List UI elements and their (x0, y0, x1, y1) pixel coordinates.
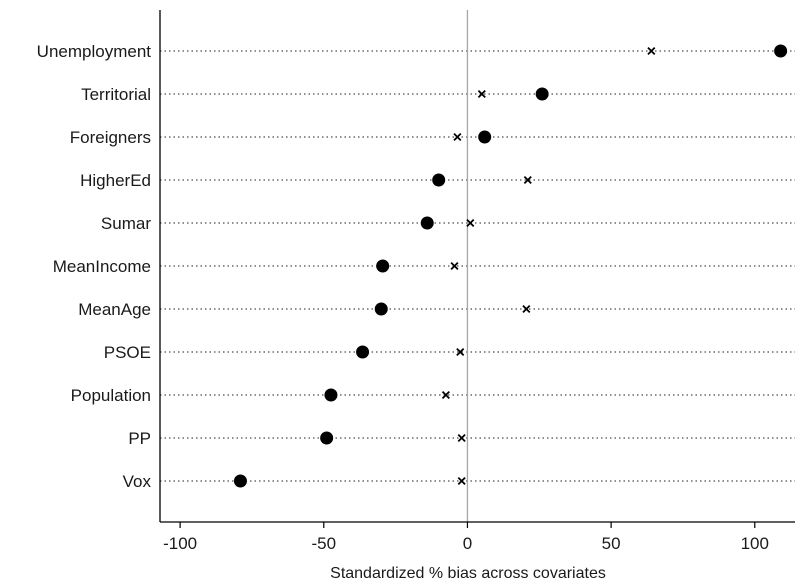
x-marker (457, 476, 466, 486)
circle-marker (356, 345, 370, 359)
x-marker (477, 89, 486, 99)
x-marker (456, 347, 465, 357)
circle-marker (233, 474, 247, 488)
category-label: Population (71, 386, 151, 405)
x-marker (457, 433, 466, 443)
x-marker (453, 132, 462, 142)
category-label: Sumar (101, 214, 151, 233)
x-ticks: -100 -50 0 50 100 (163, 522, 769, 553)
circle-marker (324, 388, 338, 402)
category-label: Vox (123, 472, 152, 491)
x-tick-label: -50 (311, 534, 336, 553)
category-label: PP (128, 429, 151, 448)
x-tick-label: 0 (463, 534, 472, 553)
x-axis-title: Standardized % bias across covariates (330, 565, 606, 580)
category-label: MeanAge (78, 300, 151, 319)
circle-marker (376, 259, 390, 273)
category-label: Territorial (81, 85, 151, 104)
x-marker (647, 46, 656, 56)
x-marker (466, 218, 475, 228)
circle-marker (774, 44, 788, 58)
category-label: Foreigners (70, 128, 151, 147)
circle-marker (478, 130, 492, 144)
circle-marker (535, 87, 549, 101)
category-label: HigherEd (80, 171, 151, 190)
category-labels: Unemployment Territorial Foreigners HigherE… (37, 42, 152, 491)
x-tick-label: 50 (602, 534, 621, 553)
circle-marker (432, 173, 446, 187)
circle-marker (374, 302, 388, 316)
x-marker (441, 390, 450, 400)
category-label: MeanIncome (53, 257, 151, 276)
gridlines (160, 50, 795, 482)
markers (233, 44, 788, 488)
x-marker (522, 304, 531, 314)
x-tick-label: 100 (741, 534, 769, 553)
circle-marker (320, 431, 334, 445)
category-label: Unemployment (37, 42, 152, 61)
x-tick-label: -100 (163, 534, 197, 553)
x-marker (523, 175, 532, 185)
category-label: PSOE (104, 343, 151, 362)
circle-marker (420, 216, 434, 230)
x-marker (450, 261, 459, 271)
